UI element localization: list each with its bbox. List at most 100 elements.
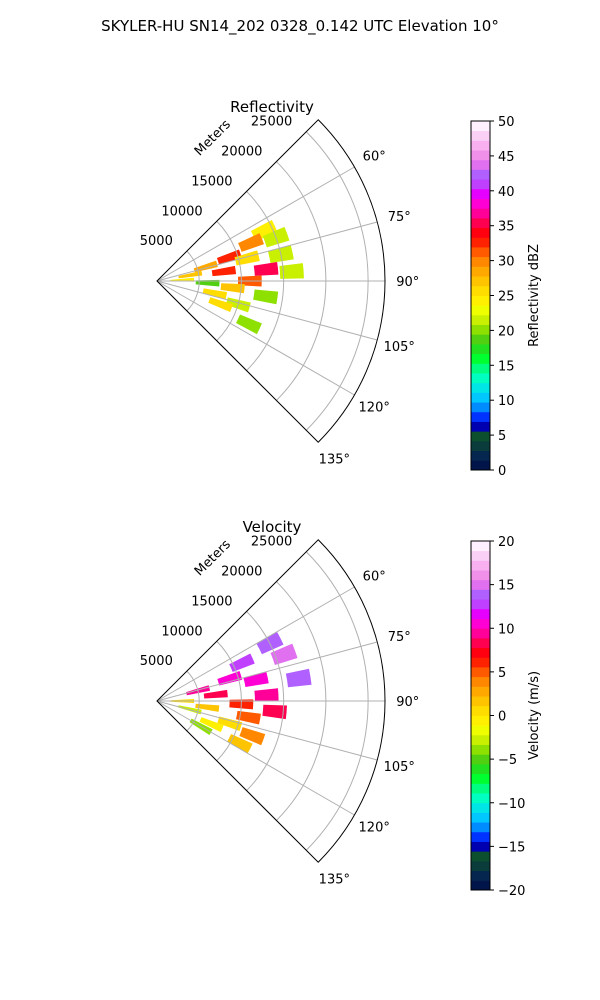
azimuth-tick-label: 60° <box>363 570 386 585</box>
colorbar-swatch <box>471 773 490 784</box>
data-cell <box>208 297 233 313</box>
colorbar-swatch <box>471 676 490 687</box>
data-cell <box>238 233 264 252</box>
colorbar-swatch <box>471 140 490 151</box>
colorbar-tick-label: −20 <box>498 884 525 899</box>
data-cell <box>216 249 242 265</box>
azimuth-spoke <box>156 280 378 341</box>
azimuth-spoke <box>156 586 355 702</box>
colorbar-swatch <box>471 169 490 180</box>
sector-outline <box>156 539 386 863</box>
colorbar-swatch <box>471 382 490 393</box>
range-tick-label: 25000 <box>251 535 292 550</box>
colorbar-swatch <box>471 860 490 872</box>
colorbar-tick-label: 0 <box>498 464 506 479</box>
colorbar-swatch <box>471 217 490 229</box>
colorbar-swatch <box>471 734 490 745</box>
colorbar-swatch <box>471 295 490 306</box>
azimuth-spoke <box>156 700 355 816</box>
colorbar-label: Velocity (m/s) <box>527 671 542 760</box>
azimuth-tick-label: 90° <box>396 695 419 710</box>
colorbar-swatch <box>471 121 490 132</box>
azimuth-tick-label: 60° <box>363 150 386 165</box>
azimuth-tick-label: 105° <box>384 760 415 775</box>
colorbar-tick-label: −15 <box>498 840 525 855</box>
colorbar-tick-label: 15 <box>498 359 515 374</box>
colorbar-tick-label: 40 <box>498 185 515 200</box>
data-cell <box>220 283 245 294</box>
colorbar-swatch <box>471 343 490 355</box>
colorbar-swatch <box>471 812 490 823</box>
data-cell <box>285 668 312 688</box>
azimuth-tick-label: 105° <box>384 340 415 355</box>
data-cell <box>217 670 243 686</box>
colorbar-swatch <box>471 541 490 552</box>
azimuth-spoke <box>156 641 378 702</box>
colorbar-swatch <box>471 628 490 639</box>
colorbar-tick-label: 25 <box>498 290 515 305</box>
range-tick-label: 10000 <box>161 204 202 219</box>
sector-outline <box>156 119 386 443</box>
range-tick-label: 25000 <box>251 115 292 130</box>
colorbar-swatch <box>471 637 490 649</box>
colorbar-swatch <box>471 402 490 413</box>
colorbar-tick-label: 10 <box>498 394 515 409</box>
colorbar-swatch <box>471 150 490 161</box>
colorbar-swatch <box>471 285 490 296</box>
colorbar-tick-label: 20 <box>498 324 515 339</box>
colorbar-swatch <box>471 550 490 561</box>
azimuth-tick-label: 90° <box>396 275 419 290</box>
range-tick-label: 15000 <box>191 174 232 189</box>
figure-suptitle: SKYLER-HU SN14_202 0328_0.142 UTC Elevat… <box>101 17 499 36</box>
data-cell <box>253 261 279 276</box>
data-cell <box>211 265 237 277</box>
data-cell <box>227 733 253 754</box>
colorbar-swatch <box>471 324 490 335</box>
data-cell <box>202 288 228 300</box>
colorbar-swatch <box>471 696 490 707</box>
azimuth-tick-label: 120° <box>359 400 390 415</box>
colorbar-swatch <box>471 179 490 190</box>
colorbar-swatch <box>471 570 490 581</box>
data-cells <box>170 631 312 754</box>
colorbar-swatch <box>471 305 490 316</box>
colorbar-tick-label: 30 <box>498 255 515 270</box>
colorbar-swatch <box>471 276 490 287</box>
colorbar-swatch <box>471 334 490 345</box>
colorbar-swatch <box>471 314 490 325</box>
range-tick-label: 5000 <box>140 654 173 669</box>
colorbar-tick-label: −5 <box>498 753 517 768</box>
azimuth-spoke <box>156 280 355 396</box>
colorbar-tick-label: 50 <box>498 115 515 130</box>
colorbar-swatch <box>471 744 490 755</box>
colorbar-swatch <box>471 705 490 716</box>
colorbar-swatch <box>471 851 490 862</box>
colorbar-tick-label: 35 <box>498 220 515 235</box>
colorbar: −20 −15 −10 −5 0 5 10 15 20 Velocity (m/s) <box>470 535 542 899</box>
colorbar-tick-label: 10 <box>498 622 515 637</box>
colorbar-swatch <box>471 237 490 248</box>
colorbar-swatch <box>471 831 490 842</box>
colorbar-swatch <box>471 431 490 442</box>
colorbar-tick-label: −10 <box>498 797 525 812</box>
colorbar-swatch <box>471 353 490 364</box>
colorbar-swatch <box>471 188 490 199</box>
colorbar-swatch <box>471 247 490 258</box>
panel-title: Velocity <box>243 518 302 536</box>
data-cell <box>253 289 279 305</box>
data-cell <box>217 716 243 732</box>
colorbar-swatch <box>471 589 490 600</box>
colorbar-tick-label: 0 <box>498 710 506 725</box>
azimuth-tick-label: 120° <box>359 820 390 835</box>
data-cell <box>195 279 220 287</box>
colorbar-swatch <box>471 411 490 422</box>
colorbar-swatch <box>471 870 490 881</box>
colorbar-swatch <box>471 754 490 765</box>
colorbar-swatch <box>471 198 490 209</box>
colorbar-label: Reflectivity dBZ <box>527 244 542 347</box>
reflectivity-panel: Reflectivity500010000150002000025000Mete… <box>140 98 542 479</box>
colorbar-tick-label: 5 <box>498 429 506 444</box>
colorbar-swatch <box>471 725 490 736</box>
data-cell <box>199 717 224 733</box>
azimuth-spoke <box>156 700 378 761</box>
